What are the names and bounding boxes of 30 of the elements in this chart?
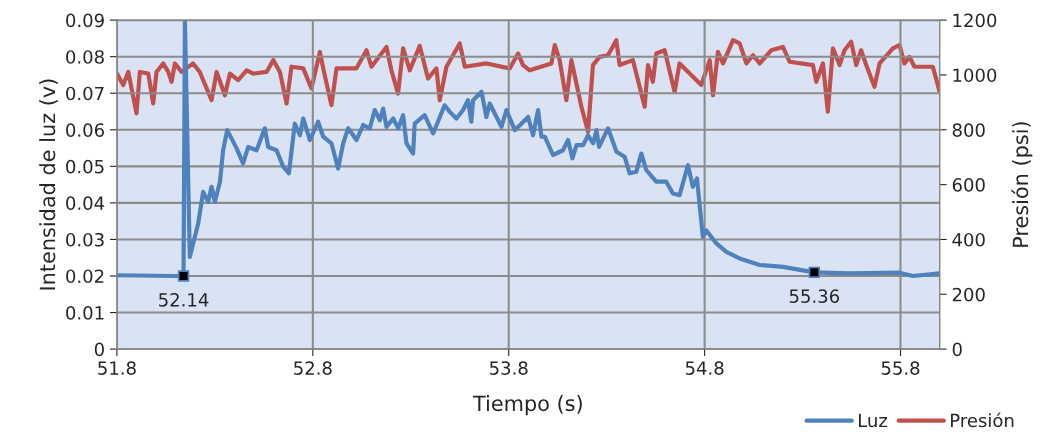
y-tick-label: 0.01 [66,306,104,320]
y2-tick-label: 1200 [953,13,997,28]
y-tick-label: 0.07 [66,86,104,101]
annotation: 52.14 [159,292,209,307]
y2-tick-label: 800 [952,123,985,137]
x-tick-label: 52.8 [294,361,332,375]
y-tick-label: 0.03 [66,232,104,247]
x-tick-label: 55.8 [881,361,920,375]
y-tick-label: 0.09 [66,13,104,28]
line-series [116,38,940,134]
y-tick-label: 0.08 [66,50,104,64]
y-tick-label: 0.04 [66,196,105,210]
x-tick-label: 53.8 [490,361,528,375]
legend-label: Presión [951,412,1014,428]
x-tick-label: 51.8 [98,361,136,375]
legend-label: Luz [858,413,888,428]
y2-tick-label: 0 [952,342,962,357]
y2-tick-label: 200 [952,287,985,302]
annotation: 55.36 [789,289,840,303]
x-tick-label: 54.8 [685,361,724,375]
y2-tick-label: 400 [952,232,985,247]
x-axis-title: Tiempo (s) [472,395,582,416]
y2-axis-title: Presión (psi) [1011,122,1033,247]
y-tick-label: 0.06 [66,123,104,137]
y-tick-label: 0.05 [66,159,104,174]
y-axis-title: Intensidad de luz (v) [39,79,58,290]
y-tick-label: 0.02 [66,269,104,284]
y2-tick-label: 1000 [953,68,997,83]
y-tick-label: 0 [94,342,104,357]
y2-tick-label: 600 [952,178,985,192]
